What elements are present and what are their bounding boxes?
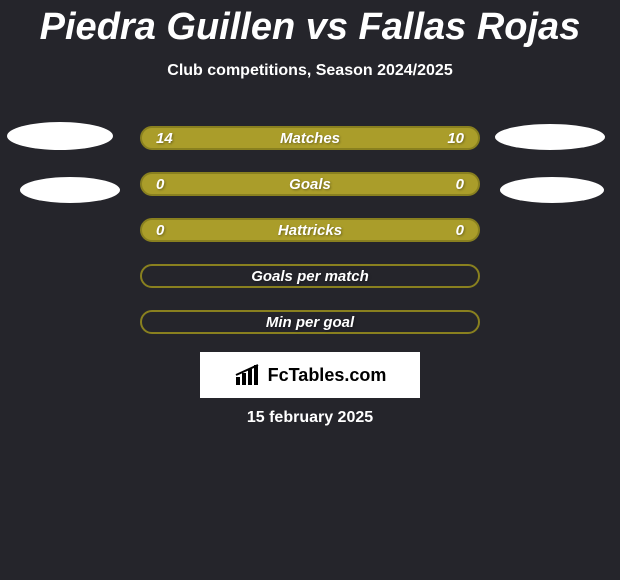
stat-label: Goals	[142, 176, 478, 193]
bar-chart-arrow-icon	[234, 363, 262, 387]
right-player-ellipse	[500, 177, 604, 203]
left-player-ellipse	[7, 122, 113, 150]
stat-row: 1410Matches	[140, 126, 480, 150]
page-title: Piedra Guillen vs Fallas Rojas	[0, 6, 620, 49]
stat-row: Goals per match	[140, 264, 480, 288]
stat-row: 00Hattricks	[140, 218, 480, 242]
stat-label: Goals per match	[142, 268, 478, 285]
comparison-infographic: Piedra Guillen vs Fallas Rojas Club comp…	[0, 0, 620, 580]
date: 15 february 2025	[0, 409, 620, 427]
right-player-ellipse	[495, 124, 605, 150]
branding-logo: FcTables.com	[200, 352, 420, 398]
stat-label: Min per goal	[142, 314, 478, 331]
stat-label: Matches	[142, 130, 478, 147]
stat-label: Hattricks	[142, 222, 478, 239]
left-player-ellipse	[20, 177, 120, 203]
branding-text: FcTables.com	[268, 365, 387, 386]
stat-row: 00Goals	[140, 172, 480, 196]
stat-row: Min per goal	[140, 310, 480, 334]
subtitle: Club competitions, Season 2024/2025	[0, 62, 620, 80]
